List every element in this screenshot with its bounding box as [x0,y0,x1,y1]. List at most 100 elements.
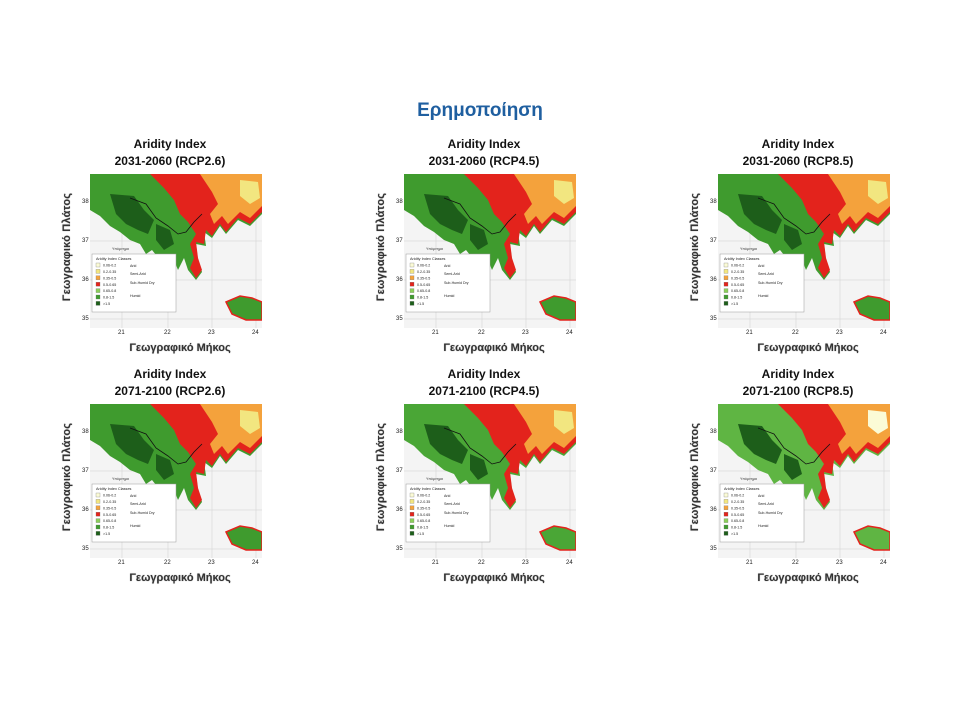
arid-zone [554,410,574,434]
legend-class-label: 0.5-0.65 [417,283,430,287]
legend-title: Aridity Index Classes [724,257,760,261]
lon-tick: 21 [118,560,125,566]
panel-title: Aridity Index [133,367,207,381]
legend-group: Semi-Arid [130,272,146,276]
panel-title: Aridity Index [133,137,207,151]
legend-group: Humid [444,294,454,298]
legend-group: Sub-Humid Dry [758,281,783,285]
lat-tick: 38 [82,429,89,435]
humid-zone [110,424,154,464]
legend-swatch [95,269,101,274]
x-axis-label: Γεωγραφικό Μήκος [757,342,859,354]
legend-title: Aridity Index Classes [410,487,446,491]
legend-swatch [95,275,101,280]
region-border [443,197,517,235]
region-border [757,427,831,465]
lat-tick: 38 [710,199,717,205]
legend-group: Arid [444,264,450,268]
lat-tick: 36 [82,507,89,513]
legend-swatch [95,499,101,504]
region-border [129,197,203,235]
legend-swatch [95,512,101,517]
legend-group: Semi-Arid [130,502,146,506]
legend-group: Semi-Arid [758,502,774,506]
x-axis-label: Γεωγραφικό Μήκος [129,342,231,354]
panel-title: Aridity Index [761,367,835,381]
legend-class-label: 0.65-0.8 [103,289,116,293]
map-panel: Aridity Index 2031-2060 (RCP4.5) Γεωγραφ… [374,136,614,362]
lat-tick: 35 [396,316,403,322]
legend-swatch [95,524,101,530]
legend: Υπόμνημα Aridity Index Classes 0.06-0.2 0… [91,247,177,313]
legend-class-label: 0.65-0.8 [417,519,430,523]
humid-zone [424,424,468,464]
legend-swatch [409,282,415,287]
legend-group: Sub-Humid Dry [444,511,469,515]
lat-tick: 37 [396,468,403,474]
lon-tick: 21 [432,330,439,336]
arid-zone [240,180,260,204]
legend-swatch [723,492,729,498]
humid-zone [738,194,782,234]
legend-swatch [95,288,101,293]
humid-zone [470,224,488,250]
panel-period: 2031-2060 (RCP8.5) [742,154,854,168]
humid-zone [784,454,802,480]
panel-period: 2071-2100 (RCP4.5) [428,384,540,398]
legend-group: Arid [444,494,450,498]
lon-tick: 24 [252,330,259,336]
arid-zone [868,180,888,204]
region-border [129,427,203,465]
legend-class-label: 0.06-0.2 [731,264,744,268]
humid-zone [470,454,488,480]
legend-caption: Υπόμνημα [740,247,757,251]
legend-group: Arid [130,494,136,498]
lat-tick: 38 [396,429,403,435]
map-image: Υπόμνημα Aridity Index Classes 0.06-0.2 0… [90,404,262,558]
legend-caption: Υπόμνημα [426,477,443,481]
legend-class-label: 0.8-1.5 [103,526,114,530]
legend-class-label: >1.5 [417,302,424,306]
legend-swatch [409,275,415,280]
legend-class-label: 0.65-0.8 [731,289,744,293]
lon-tick: 22 [164,560,171,566]
legend-class-label: >1.5 [731,532,738,536]
legend-class-label: 0.5-0.65 [731,283,744,287]
map-image: Υπόμνημα Aridity Index Classes 0.06-0.2 0… [718,404,890,558]
x-axis-label: Γεωγραφικό Μήκος [129,572,231,584]
legend-class-label: 0.06-0.2 [103,494,116,498]
y-axis-label: Γεωγραφικό Πλάτος [689,422,701,532]
map-panel: Aridity Index 2071-2100 (RCP4.5) Γεωγραφ… [374,366,614,592]
legend-class-label: >1.5 [103,302,110,306]
legend-class-label: 0.2-0.35 [731,500,744,504]
legend-swatch [95,518,101,523]
legend-swatch [409,518,415,523]
lat-tick: 35 [710,546,717,552]
legend-group: Semi-Arid [444,272,460,276]
map-image: Υπόμνημα Aridity Index Classes 0.06-0.2 0… [404,404,576,558]
lat-tick: 36 [396,507,403,513]
legend-class-label: >1.5 [417,532,424,536]
legend-swatch [723,262,729,268]
legend-class-label: 0.2-0.35 [417,270,430,274]
legend-title: Aridity Index Classes [410,257,446,261]
legend-class-label: 0.06-0.2 [731,494,744,498]
legend-class-label: 0.2-0.35 [103,500,116,504]
lat-tick: 36 [396,277,403,283]
region-border [757,197,831,235]
lon-tick: 23 [522,330,529,336]
legend-class-label: 0.06-0.2 [417,264,430,268]
panel-title: Aridity Index [447,367,521,381]
y-axis-label: Γεωγραφικό Πλάτος [375,422,387,532]
map-panel: Aridity Index 2031-2060 (RCP8.5) Γεωγραφ… [688,136,928,362]
map-image: Υπόμνημα Aridity Index Classes 0.06-0.2 0… [90,174,262,328]
lat-tick: 37 [396,238,403,244]
legend-swatch [409,531,415,536]
legend-group: Arid [758,264,764,268]
island [538,525,576,551]
legend-swatch [409,301,415,306]
legend-class-label: 0.8-1.5 [731,526,742,530]
legend-group: Humid [444,524,454,528]
map-image: Υπόμνημα Aridity Index Classes 0.06-0.2 0… [404,174,576,328]
legend: Υπόμνημα Aridity Index Classes 0.06-0.2 0… [719,477,805,543]
